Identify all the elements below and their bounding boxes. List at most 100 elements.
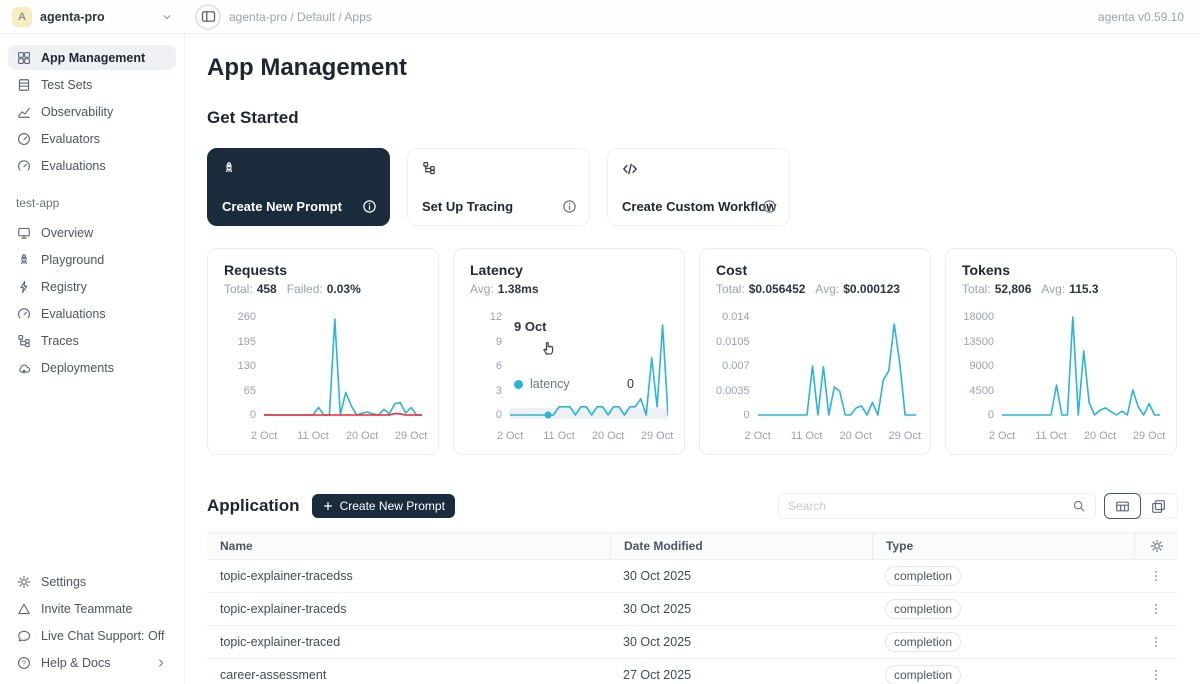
chevron-down-icon bbox=[161, 11, 173, 23]
workspace-selector[interactable]: A agenta-pro bbox=[0, 7, 185, 27]
stat-value: 0.03% bbox=[327, 282, 361, 296]
tokens-chart[interactable]: 1800013500900045000 2 Oct11 Oct20 Oct29 … bbox=[962, 309, 1160, 446]
info-icon[interactable] bbox=[362, 199, 377, 214]
sidebar-collapse-button[interactable] bbox=[195, 4, 221, 30]
stat-label: Failed: bbox=[287, 282, 323, 296]
plus-icon bbox=[322, 500, 334, 512]
table-header: Name Date Modified Type bbox=[207, 532, 1178, 560]
sidebar-item-test-sets[interactable]: Test Sets bbox=[8, 72, 176, 97]
y-axis-labels: 0.0140.01050.0070.00350 bbox=[716, 309, 758, 421]
info-icon[interactable] bbox=[562, 199, 577, 214]
sidebar-item-evaluators[interactable]: Evaluators bbox=[8, 126, 176, 151]
app-name: topic-explainer-traceds bbox=[207, 602, 610, 616]
app-date: 27 Oct 2025 bbox=[610, 668, 872, 682]
sidebar-item-help-docs[interactable]: ? Help & Docs bbox=[8, 650, 176, 675]
sidebar-item-label: Test Sets bbox=[41, 78, 92, 92]
sidebar-item-label: Observability bbox=[41, 105, 113, 119]
chart-line-icon bbox=[17, 105, 31, 119]
sidebar-item-evaluations[interactable]: Evaluations bbox=[8, 153, 176, 178]
sidebar-item-overview[interactable]: Overview bbox=[8, 220, 176, 245]
sidebar-item-playground[interactable]: Playground bbox=[8, 247, 176, 272]
legend-dot-icon bbox=[514, 380, 523, 389]
column-header-date-modified[interactable]: Date Modified bbox=[610, 533, 872, 559]
search-icon[interactable] bbox=[1072, 499, 1086, 513]
breadcrumb[interactable]: agenta-pro / Default / Apps bbox=[229, 10, 372, 24]
speedometer-icon bbox=[17, 307, 31, 321]
sidebar-item-label: Settings bbox=[41, 575, 86, 589]
y-axis-labels: 260195130650 bbox=[224, 309, 264, 421]
requests-chart[interactable]: 260195130650 2 Oct11 Oct20 Oct29 Oct bbox=[224, 309, 422, 446]
sidebar-item-app-evaluations[interactable]: Evaluations bbox=[8, 301, 176, 326]
create-custom-workflow-card[interactable]: Create Custom Workflow bbox=[607, 148, 790, 226]
table-icon bbox=[17, 78, 31, 92]
cost-chart[interactable]: 0.0140.01050.0070.00350 2 Oct11 Oct20 Oc… bbox=[716, 309, 914, 446]
app-date: 30 Oct 2025 bbox=[610, 569, 872, 583]
search-input[interactable] bbox=[788, 499, 1072, 513]
card-label: Create Custom Workflow bbox=[622, 199, 776, 214]
workspace-name: agenta-pro bbox=[40, 10, 105, 24]
sidebar-item-label: Traces bbox=[41, 334, 79, 348]
metric-stats: Total:458Failed:0.03% bbox=[224, 282, 422, 296]
app-date: 30 Oct 2025 bbox=[610, 635, 872, 649]
column-header-type[interactable]: Type bbox=[872, 533, 1134, 559]
sidebar-item-label: Evaluations bbox=[41, 307, 106, 321]
y-axis-labels: 129630 bbox=[470, 309, 510, 421]
table-row[interactable]: topic-explainer-tracedss 30 Oct 2025 com… bbox=[207, 560, 1178, 593]
row-menu-button[interactable] bbox=[1149, 602, 1163, 616]
table-row[interactable]: career-assessment 27 Oct 2025 completion bbox=[207, 659, 1178, 684]
top-bar: A agenta-pro agenta-pro / Default / Apps… bbox=[0, 0, 1200, 34]
set-up-tracing-card[interactable]: Set Up Tracing bbox=[407, 148, 590, 226]
get-started-cards: Create New Prompt Set Up Tracing Create … bbox=[207, 148, 1178, 226]
stat-value: 52,806 bbox=[995, 282, 1032, 296]
table-row[interactable]: topic-explainer-traced 30 Oct 2025 compl… bbox=[207, 626, 1178, 659]
cloud-icon bbox=[17, 361, 31, 375]
sidebar-item-settings[interactable]: Settings bbox=[8, 569, 176, 594]
column-header-name[interactable]: Name bbox=[207, 533, 610, 559]
row-menu-button[interactable] bbox=[1149, 635, 1163, 649]
row-menu-button[interactable] bbox=[1149, 569, 1163, 583]
stat-value: 115.3 bbox=[1069, 282, 1098, 296]
sidebar-item-deployments[interactable]: Deployments bbox=[8, 355, 176, 380]
page-title: App Management bbox=[207, 54, 1178, 82]
rocket-icon bbox=[222, 161, 375, 175]
table-row[interactable]: topic-explainer-traceds 30 Oct 2025 comp… bbox=[207, 593, 1178, 626]
trace-tree-icon bbox=[17, 334, 31, 348]
type-badge: completion bbox=[885, 632, 961, 652]
workspace-avatar: A bbox=[12, 7, 32, 27]
sidebar: App Management Test Sets Observability E… bbox=[0, 34, 185, 684]
y-axis-labels: 1800013500900045000 bbox=[962, 309, 1002, 421]
stat-label: Avg: bbox=[815, 282, 839, 296]
sidebar-item-registry[interactable]: Registry bbox=[8, 274, 176, 299]
card-label: Create New Prompt bbox=[222, 199, 342, 214]
sidebar-item-app-management[interactable]: App Management bbox=[8, 45, 176, 70]
view-toggle bbox=[1104, 493, 1178, 519]
sidebar-item-observability[interactable]: Observability bbox=[8, 99, 176, 124]
sidebar-item-label: Help & Docs bbox=[41, 656, 110, 670]
stat-label: Total: bbox=[962, 282, 991, 296]
chat-bubble-icon bbox=[17, 629, 31, 643]
sidebar-item-invite-teammate[interactable]: Invite Teammate bbox=[8, 596, 176, 621]
create-new-prompt-card[interactable]: Create New Prompt bbox=[207, 148, 390, 226]
row-menu-button[interactable] bbox=[1149, 668, 1163, 682]
chart-tooltip: 9 Oct latency 0 bbox=[510, 317, 638, 393]
hand-cursor-icon bbox=[540, 339, 557, 356]
sidebar-item-traces[interactable]: Traces bbox=[8, 328, 176, 353]
metric-cards: Requests Total:458Failed:0.03% 260195130… bbox=[207, 248, 1178, 455]
info-icon[interactable] bbox=[762, 199, 777, 214]
sidebar-item-label: Evaluations bbox=[41, 159, 106, 173]
sidebar-item-label: App Management bbox=[41, 51, 145, 65]
metric-stats: Avg:1.38ms bbox=[470, 282, 668, 296]
tooltip-date: 9 Oct bbox=[514, 319, 634, 334]
cost-card: Cost Total:$0.056452Avg:$0.000123 0.0140… bbox=[699, 248, 931, 455]
gear-icon bbox=[17, 575, 31, 589]
tooltip-series: latency bbox=[530, 377, 570, 391]
sidebar-item-live-chat[interactable]: Live Chat Support: Off bbox=[8, 623, 176, 648]
create-new-prompt-button[interactable]: Create New Prompt bbox=[312, 494, 455, 518]
column-settings-gear-icon[interactable] bbox=[1150, 539, 1164, 553]
sidebar-app-section-label: test-app bbox=[16, 196, 168, 210]
gauge-icon bbox=[17, 132, 31, 146]
card-view-button[interactable] bbox=[1140, 494, 1177, 518]
stat-label: Total: bbox=[224, 282, 253, 296]
table-view-button[interactable] bbox=[1104, 493, 1141, 519]
type-badge: completion bbox=[885, 566, 961, 586]
